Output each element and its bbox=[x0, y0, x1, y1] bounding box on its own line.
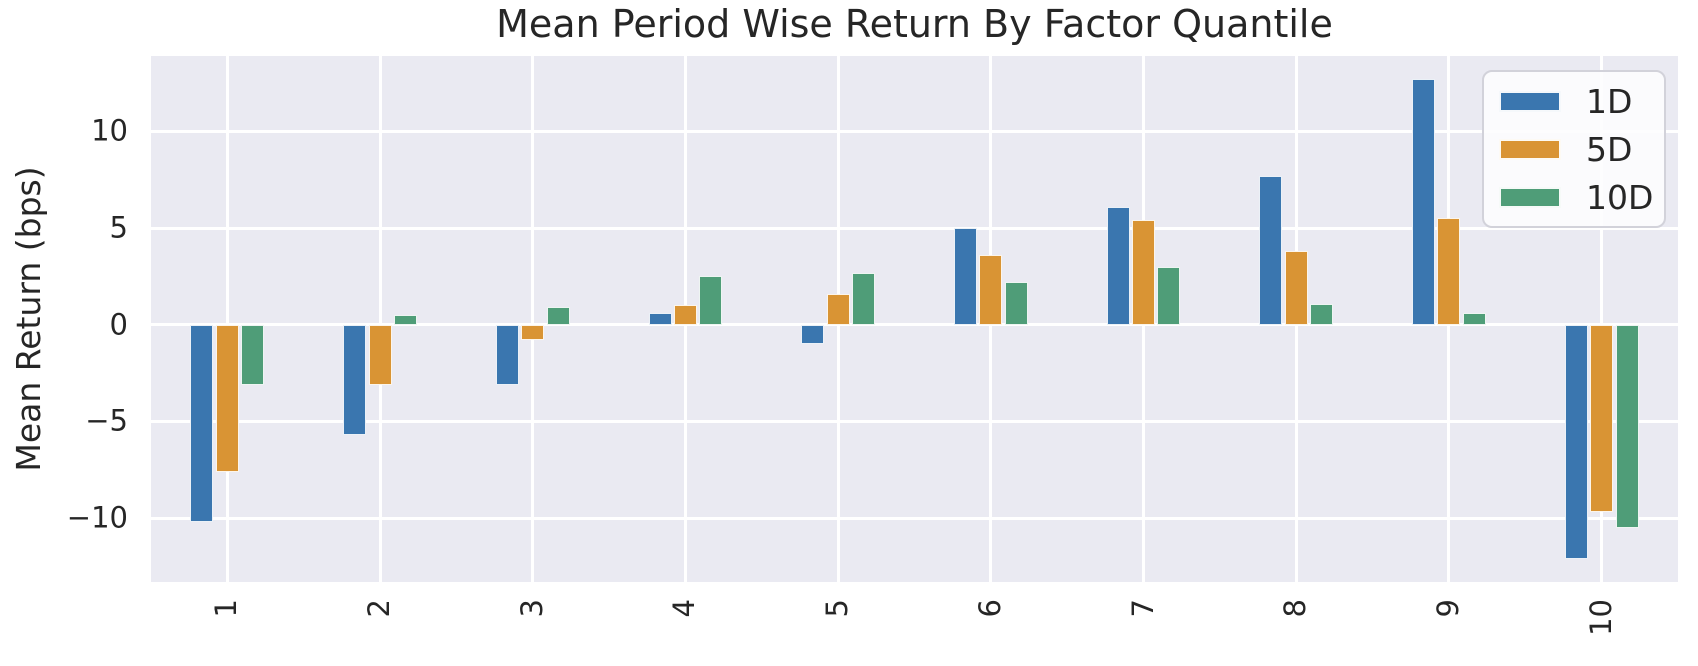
bar-1d-q8 bbox=[1259, 175, 1283, 325]
x-tick-label-10: 10 bbox=[1583, 599, 1618, 636]
bar-5d-q1 bbox=[215, 324, 239, 472]
legend-item-5d: 5D bbox=[1499, 125, 1664, 173]
legend-swatch-1d bbox=[1499, 90, 1561, 112]
x-tick-label-2: 2 bbox=[362, 599, 397, 618]
bar-10d-q7 bbox=[1157, 266, 1181, 325]
bar-1d-q9 bbox=[1412, 79, 1436, 325]
bar-5d-q6 bbox=[979, 255, 1003, 325]
legend: 1D 5D 10D bbox=[1482, 70, 1666, 228]
legend-label-5d: 5D bbox=[1586, 129, 1633, 169]
x-tick-label-5: 5 bbox=[820, 599, 855, 618]
bar-1d-q2 bbox=[343, 324, 367, 436]
bar-10d-q10 bbox=[1615, 324, 1639, 528]
bar-5d-q3 bbox=[521, 324, 545, 341]
y-tick-label: −5 bbox=[85, 403, 128, 438]
bar-10d-q9 bbox=[1462, 313, 1486, 325]
bar-10d-q2 bbox=[393, 315, 417, 325]
gridline-vertical bbox=[225, 56, 229, 582]
bar-5d-q4 bbox=[673, 305, 697, 325]
y-tick-label: 5 bbox=[109, 210, 128, 245]
bar-10d-q3 bbox=[546, 307, 570, 325]
x-tick-label-7: 7 bbox=[1125, 599, 1160, 618]
chart-title: Mean Period Wise Return By Factor Quanti… bbox=[496, 2, 1333, 46]
y-tick-label: 10 bbox=[91, 113, 128, 148]
legend-label-1d: 1D bbox=[1586, 81, 1633, 121]
legend-swatch-5d bbox=[1499, 138, 1561, 160]
x-tick-label-9: 9 bbox=[1430, 599, 1465, 618]
bar-10d-q5 bbox=[852, 272, 876, 325]
gridline-horizontal bbox=[151, 516, 1678, 520]
bar-5d-q10 bbox=[1590, 324, 1614, 513]
bar-5d-q2 bbox=[368, 324, 392, 385]
bar-1d-q10 bbox=[1564, 324, 1588, 559]
bar-1d-q5 bbox=[801, 324, 825, 345]
plot-area bbox=[151, 56, 1678, 582]
gridline-vertical bbox=[378, 56, 382, 582]
y-tick-label: −10 bbox=[66, 500, 128, 535]
x-tick-label-6: 6 bbox=[972, 599, 1007, 618]
gridline-vertical bbox=[531, 56, 535, 582]
bar-5d-q7 bbox=[1132, 220, 1156, 325]
x-tick-label-4: 4 bbox=[667, 599, 702, 618]
bar-10d-q8 bbox=[1310, 303, 1334, 325]
gridline-vertical bbox=[1600, 56, 1604, 582]
bar-1d-q3 bbox=[495, 324, 519, 385]
x-tick-label-1: 1 bbox=[209, 599, 244, 618]
bar-10d-q6 bbox=[1004, 282, 1028, 325]
bar-10d-q1 bbox=[241, 324, 265, 385]
legend-item-10d: 10D bbox=[1499, 173, 1664, 221]
bar-1d-q7 bbox=[1106, 206, 1130, 325]
bar-5d-q9 bbox=[1437, 218, 1461, 325]
bar-10d-q4 bbox=[699, 276, 723, 325]
y-tick-label: 0 bbox=[109, 307, 128, 342]
legend-item-1d: 1D bbox=[1499, 77, 1664, 125]
legend-swatch-10d bbox=[1499, 186, 1561, 208]
x-tick-label-8: 8 bbox=[1278, 599, 1313, 618]
y-axis-label: Mean Return (bps) bbox=[9, 166, 48, 472]
gridline-horizontal bbox=[151, 323, 1678, 327]
bar-1d-q4 bbox=[648, 313, 672, 325]
gridline-horizontal bbox=[151, 419, 1678, 423]
bar-5d-q5 bbox=[826, 293, 850, 325]
bar-5d-q8 bbox=[1284, 251, 1308, 325]
legend-label-10d: 10D bbox=[1586, 177, 1654, 217]
x-tick-label-3: 3 bbox=[514, 599, 549, 618]
gridline-horizontal bbox=[151, 226, 1678, 230]
bar-1d-q1 bbox=[190, 324, 214, 523]
bar-1d-q6 bbox=[953, 228, 977, 325]
gridline-horizontal bbox=[151, 129, 1678, 133]
